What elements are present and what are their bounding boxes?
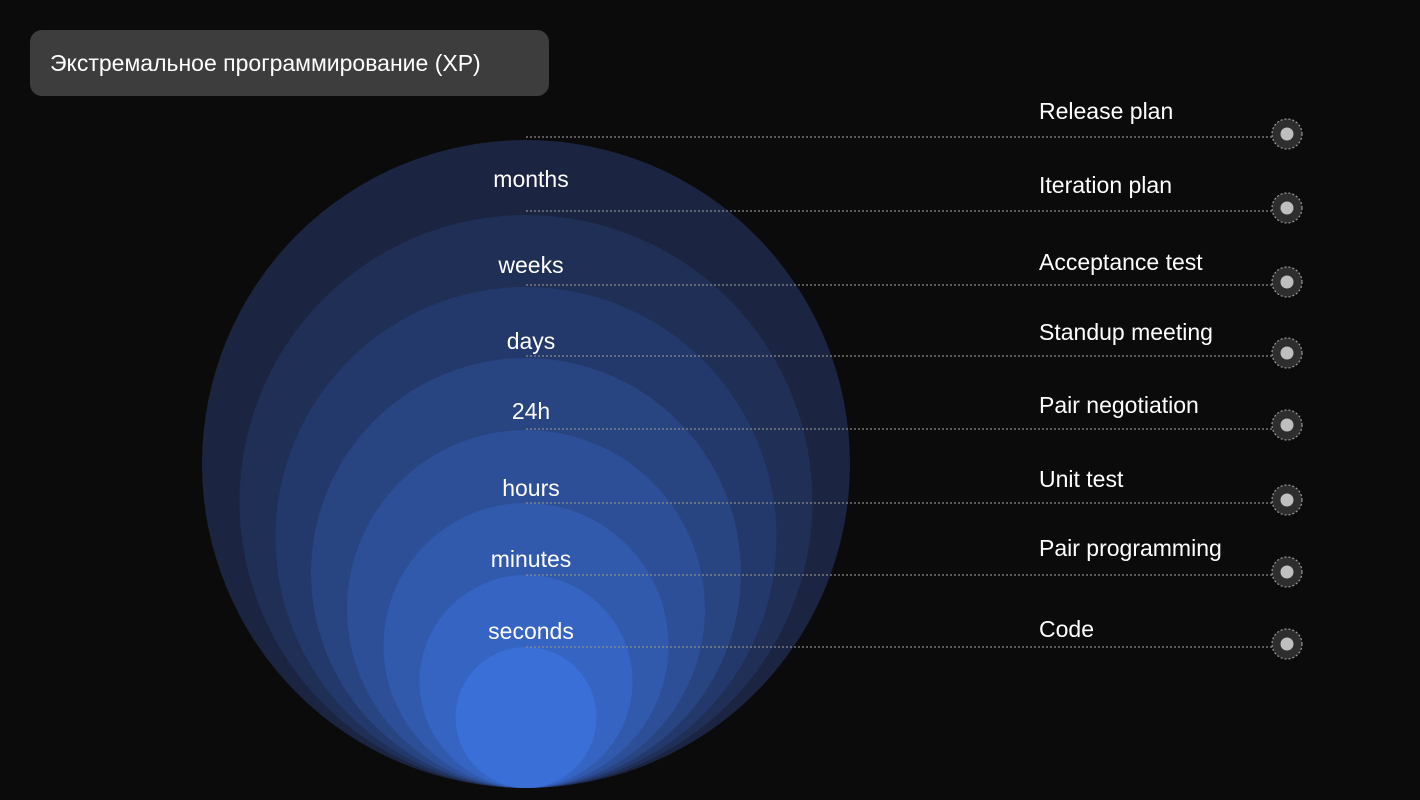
step-label: Iteration plan bbox=[1039, 172, 1172, 198]
step-label: Pair negotiation bbox=[1039, 392, 1199, 418]
step-marker bbox=[1271, 192, 1303, 224]
step-label: Pair programming bbox=[1039, 535, 1222, 561]
ring-labels: months weeks days 24h hours minutes seconds bbox=[488, 166, 574, 644]
ring-label: seconds bbox=[488, 618, 574, 644]
step-marker bbox=[1271, 337, 1303, 369]
step-marker bbox=[1271, 556, 1303, 588]
step-label: Standup meeting bbox=[1039, 319, 1213, 345]
ring-label: 24h bbox=[512, 398, 550, 424]
step-marker bbox=[1271, 266, 1303, 298]
ring-label: months bbox=[493, 166, 568, 192]
ring-label: weeks bbox=[497, 252, 563, 278]
ring-label: days bbox=[507, 328, 556, 354]
ring-label: hours bbox=[502, 475, 560, 501]
step-label: Unit test bbox=[1039, 466, 1124, 492]
step-label: Code bbox=[1039, 616, 1094, 642]
step-labels: Release plan Iteration plan Acceptance tes… bbox=[1039, 98, 1222, 642]
step-marker bbox=[1271, 484, 1303, 516]
connector-lines bbox=[526, 136, 1272, 648]
diagram-title: Экстремальное программирование (XP) bbox=[30, 30, 549, 96]
nested-circles bbox=[202, 140, 850, 788]
step-label: Release plan bbox=[1039, 98, 1173, 124]
step-marker bbox=[1271, 409, 1303, 441]
ring-label: minutes bbox=[491, 546, 572, 572]
step-marker bbox=[1271, 118, 1303, 150]
step-marker bbox=[1271, 628, 1303, 660]
step-label: Acceptance test bbox=[1039, 249, 1203, 275]
ring-circle bbox=[455, 647, 597, 788]
step-markers bbox=[1271, 118, 1303, 660]
